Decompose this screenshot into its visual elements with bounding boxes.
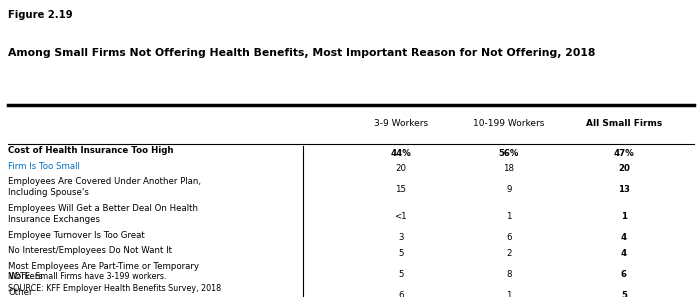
Text: 20: 20 [618, 164, 630, 173]
Text: 13: 13 [618, 185, 630, 194]
Text: 6: 6 [398, 291, 404, 297]
Text: All Small Firms: All Small Firms [585, 119, 662, 128]
Text: Other: Other [8, 288, 33, 297]
Text: 5: 5 [398, 249, 404, 257]
Text: 8: 8 [506, 270, 512, 279]
Text: <1: <1 [395, 212, 407, 221]
Text: Cost of Health Insurance Too High: Cost of Health Insurance Too High [8, 146, 174, 155]
Text: 15: 15 [395, 185, 406, 194]
Text: 20: 20 [395, 164, 406, 173]
Text: Employees Are Covered Under Another Plan,
Including Spouse's: Employees Are Covered Under Another Plan… [8, 177, 201, 197]
Text: 2: 2 [506, 249, 512, 257]
Text: 5: 5 [398, 270, 404, 279]
Text: 44%: 44% [390, 149, 411, 158]
Text: 18: 18 [503, 164, 514, 173]
Text: 5: 5 [621, 291, 627, 297]
Text: SOURCE: KFF Employer Health Benefits Survey, 2018: SOURCE: KFF Employer Health Benefits Sur… [8, 284, 222, 293]
Text: 4: 4 [621, 249, 627, 257]
Text: Among Small Firms Not Offering Health Benefits, Most Important Reason for Not Of: Among Small Firms Not Offering Health Be… [8, 48, 596, 58]
Text: 1: 1 [621, 212, 627, 221]
Text: 6: 6 [506, 233, 512, 242]
Text: 4: 4 [621, 233, 627, 242]
Text: 9: 9 [506, 185, 512, 194]
Text: Employees Will Get a Better Deal On Health
Insurance Exchanges: Employees Will Get a Better Deal On Heal… [8, 204, 199, 224]
Text: 1: 1 [506, 212, 512, 221]
Text: Figure 2.19: Figure 2.19 [8, 10, 73, 20]
Text: No Interest/Employees Do Not Want It: No Interest/Employees Do Not Want It [8, 246, 172, 255]
Text: 56%: 56% [498, 149, 519, 158]
Text: 1: 1 [506, 291, 512, 297]
Text: Employee Turnover Is Too Great: Employee Turnover Is Too Great [8, 231, 145, 240]
Text: NOTE: Small Firms have 3-199 workers.: NOTE: Small Firms have 3-199 workers. [8, 272, 167, 281]
Text: Firm Is Too Small: Firm Is Too Small [8, 162, 80, 171]
Text: 47%: 47% [613, 149, 634, 158]
Text: 10-199 Workers: 10-199 Workers [473, 119, 544, 128]
Text: Most Employees Are Part-Time or Temporary
Workers: Most Employees Are Part-Time or Temporar… [8, 262, 199, 281]
Text: 3-9 Workers: 3-9 Workers [374, 119, 428, 128]
Text: 6: 6 [621, 270, 627, 279]
Text: 3: 3 [398, 233, 404, 242]
